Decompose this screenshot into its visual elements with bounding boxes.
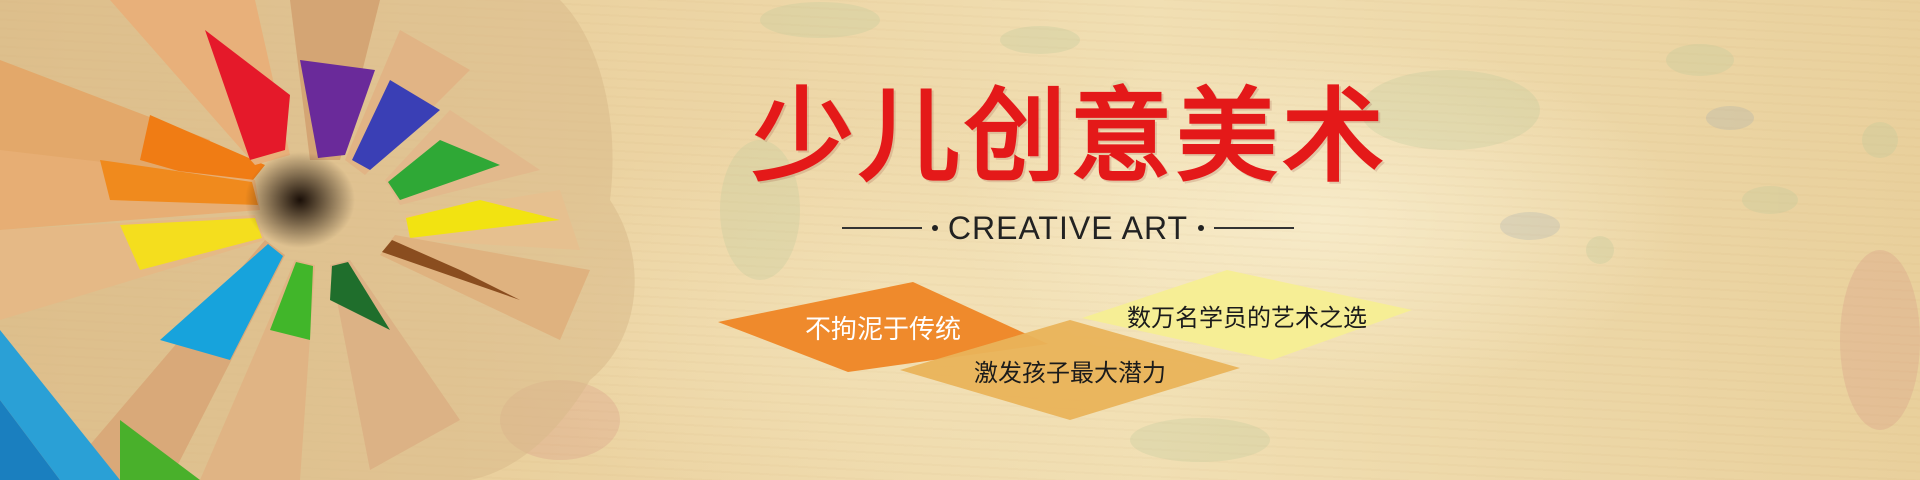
divider-line-left — [841, 227, 922, 229]
bullet-dot-right — [1198, 225, 1205, 231]
divider-line-right — [1214, 227, 1295, 229]
diamond-shape — [900, 320, 1240, 420]
tag-diamond-students: 数万名学员的艺术之选 — [1082, 270, 1412, 360]
bullet-dot-left — [931, 225, 938, 231]
colored-pencils-illustration — [0, 0, 635, 480]
diamond-shape — [718, 282, 1048, 372]
tag-diamond-traditional: 不拘泥于传统 — [718, 282, 1048, 372]
tag-label: 数万名学员的艺术之选 — [1127, 303, 1367, 332]
tag-diamond-potential: 激发孩子最大潜力 — [900, 320, 1240, 420]
tag-label: 激发孩子最大潜力 — [974, 358, 1166, 387]
banner-title: 少儿创意美术 — [752, 78, 1388, 197]
banner-subtitle: CREATIVE ART — [947, 209, 1189, 246]
subtitle-line: CREATIVE ART — [828, 208, 1308, 248]
diamond-shape — [1082, 270, 1412, 360]
tag-label: 不拘泥于传统 — [804, 314, 961, 345]
